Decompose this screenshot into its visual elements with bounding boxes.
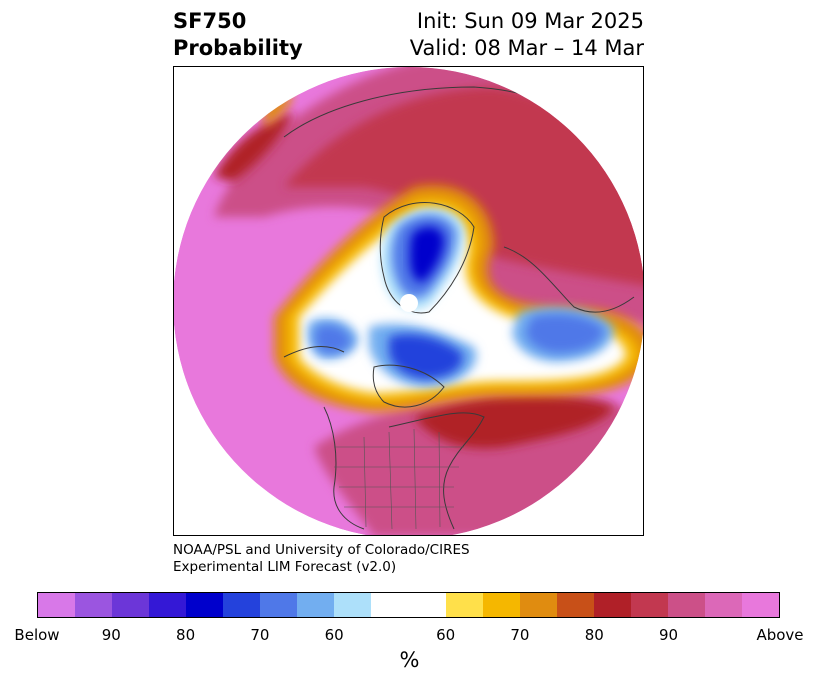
- init-date: Init: Sun 09 Mar 2025: [416, 9, 644, 33]
- colorbar-tick-label: Above: [756, 626, 804, 644]
- colorbar-segment: [667, 593, 705, 617]
- title-block: SF750 Probability: [173, 8, 303, 62]
- colorbar-segment: [149, 593, 187, 617]
- colorbar-segment: [741, 593, 779, 617]
- colorbar-segment: [519, 593, 557, 617]
- colorbar-tick-label: 90: [659, 626, 679, 644]
- colorbar-segment: [408, 593, 446, 617]
- colorbar-segment: [704, 593, 742, 617]
- colorbar-segment: [445, 593, 483, 617]
- colorbar-segment: [260, 593, 298, 617]
- credit-line-1: NOAA/PSL and University of Colorado/CIRE…: [173, 542, 470, 558]
- colorbar-segment: [556, 593, 594, 617]
- colorbar-segment: [371, 593, 409, 617]
- pole-marker: [400, 294, 418, 312]
- colorbar-tick-label: 70: [510, 626, 530, 644]
- colorbar-segment: [593, 593, 631, 617]
- colorbar-tick-label: 80: [584, 626, 604, 644]
- colorbar: [37, 592, 780, 618]
- north-america-west-coast: [323, 406, 365, 530]
- colorbar-tick-label: 60: [324, 626, 344, 644]
- colorbar-segment: [112, 593, 150, 617]
- state-lines-horizontal: [334, 446, 464, 508]
- colorbar-segment: [75, 593, 113, 617]
- colorbar-tick-label: 80: [176, 626, 196, 644]
- colorbar-tick-label: Below: [14, 626, 60, 644]
- date-block: Init: Sun 09 Mar 2025 Valid: 08 Mar – 14…: [410, 8, 644, 62]
- colorbar-ticks: Below 90 80 70 60 60 70 80 90 Above: [14, 626, 803, 646]
- colorbar-segment: [223, 593, 261, 617]
- state-lines-vertical: [363, 428, 441, 530]
- nw-above-90: [214, 112, 294, 182]
- variable-title: SF750: [173, 9, 247, 33]
- colorbar-tick-label: 90: [101, 626, 121, 644]
- colorbar-segment: [297, 593, 335, 617]
- greenland-outline: [379, 202, 475, 314]
- atlantic-below-70: [526, 314, 604, 353]
- hudson-bay-outline: [372, 364, 445, 408]
- colorbar-unit-label: %: [399, 648, 420, 672]
- quantity-title: Probability: [173, 36, 303, 60]
- colorbar-segment: [630, 593, 668, 617]
- nw-orange-patch: [264, 94, 294, 127]
- eurasia-above-80: [284, 87, 643, 287]
- credit-block: NOAA/PSL and University of Colorado/CIRE…: [173, 542, 470, 576]
- colorbar-segment: [38, 593, 76, 617]
- colorbar-tick-label: 60: [436, 626, 456, 644]
- colorbar-segment: [186, 593, 224, 617]
- probability-map: [174, 67, 643, 535]
- valid-date: Valid: 08 Mar – 14 Mar: [409, 36, 644, 60]
- scandinavia-coast: [503, 246, 635, 313]
- greenland-below-90: [410, 226, 444, 282]
- colorbar-tick-label: 70: [250, 626, 270, 644]
- north-america-east-coast: [388, 412, 485, 530]
- map-panel: [173, 66, 644, 536]
- us-state-lines: [334, 428, 464, 530]
- hudson-below-80: [389, 334, 463, 379]
- credit-line-2: Experimental LIM Forecast (v2.0): [173, 559, 397, 575]
- colorbar-segment: [482, 593, 520, 617]
- alaska-coast: [283, 346, 345, 358]
- colorbar-segment: [334, 593, 372, 617]
- atlantic-above-90: [414, 394, 614, 449]
